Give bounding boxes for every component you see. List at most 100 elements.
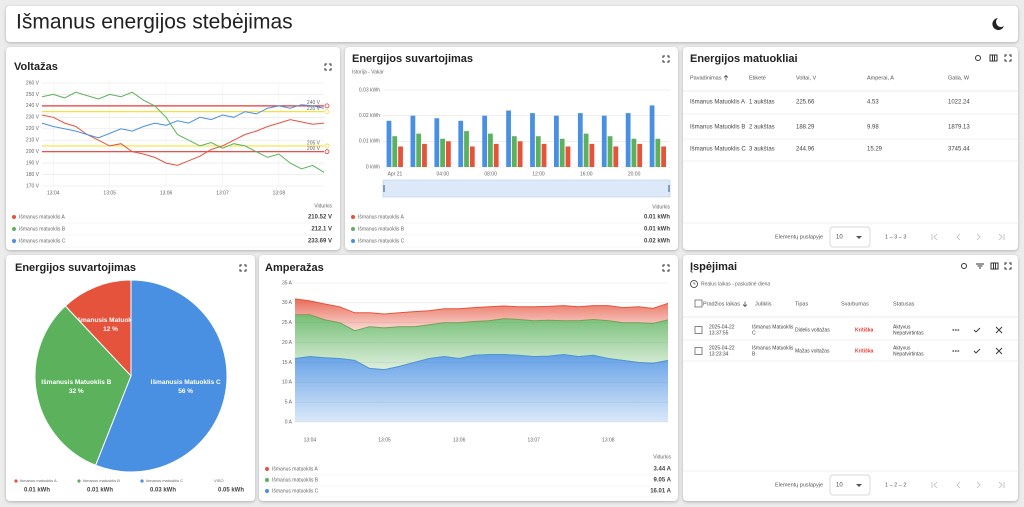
fullscreen-button[interactable] — [1004, 262, 1012, 270]
slice-label: Išmanusis Matuoklis B — [41, 379, 111, 386]
legend-label: Išmanus matuoklis A — [272, 466, 319, 472]
header-bar: Išmanus energijos stebėjimas — [6, 6, 1018, 42]
table-cell: 1 aukštas — [749, 100, 775, 106]
card-canvas: Energijos matuokliai Pavadinimas Etiketė Vo… — [683, 53, 1018, 248]
page-range: 1 – 3 – 3 — [885, 234, 906, 240]
fullscreen-button[interactable] — [662, 264, 670, 272]
column-header: Tipas — [795, 301, 808, 307]
table-cell: Išmanus Matuoklis — [752, 345, 794, 351]
pager-button[interactable] — [931, 481, 938, 489]
chart-subtitle: Istorija - Vakar — [352, 69, 384, 75]
pie-slice — [34, 305, 132, 466]
column-header: Amperai, A — [867, 75, 894, 81]
slice-value: 12 % — [103, 326, 118, 333]
series-line — [41, 104, 325, 139]
legend-swatch — [351, 215, 355, 219]
legend-swatch — [12, 227, 16, 231]
pager-button[interactable] — [976, 481, 981, 489]
table-cell: Išmanus Matuoklis C — [690, 147, 746, 153]
legend-label: Išmanus matuoklis B — [83, 478, 120, 483]
y-tick-label: 25 A — [282, 320, 293, 326]
page-size-select[interactable] — [829, 474, 871, 496]
slice-label: Išmanusis Matuoklis A — [76, 317, 146, 324]
current-card: Amperažas 0 A 5 A 10 A 15 A 20 A 25 A 30 A 35 A 1… — [259, 255, 678, 501]
legend-average: 233.69 V — [308, 239, 332, 245]
threshold-label: 205 V — [307, 140, 321, 146]
y-tick-label: 0.02 kWh — [359, 113, 380, 119]
y-tick-label: 210 V — [26, 138, 40, 144]
page-size-value: 10 — [836, 483, 843, 489]
page-size-select[interactable] — [829, 226, 871, 248]
sort-arrow — [723, 75, 729, 81]
bar — [464, 131, 469, 167]
column-header: Pradžios laikas — [703, 301, 740, 307]
x-tick-label: 13:08 — [602, 437, 615, 443]
threshold-marker — [324, 149, 330, 155]
y-tick-label: 240 V — [26, 103, 40, 109]
chart-title: Voltažas — [14, 61, 58, 73]
select-arrow — [856, 236, 862, 239]
x-tick-label: 12:00 — [532, 171, 545, 177]
series-line — [41, 91, 325, 173]
row-checkbox[interactable] — [694, 326, 703, 334]
range-navigator[interactable] — [382, 179, 671, 198]
bar — [506, 110, 511, 167]
y-tick-label: 260 V — [26, 80, 40, 86]
y-tick-label: 230 V — [26, 115, 40, 121]
legend-swatch — [265, 489, 269, 493]
bar — [511, 136, 517, 167]
bar — [493, 143, 499, 167]
sort-arrow — [742, 301, 748, 307]
search-icon[interactable] — [961, 263, 967, 269]
pager-button[interactable] — [998, 481, 1005, 489]
pager-button[interactable] — [956, 233, 961, 241]
theme-toggle[interactable] — [992, 18, 1004, 30]
columns-icon[interactable] — [989, 54, 998, 62]
columns-icon[interactable] — [990, 262, 999, 270]
bar — [541, 143, 547, 167]
table-cell: C — [752, 330, 756, 336]
table-cell: 13:37:55 — [709, 330, 729, 336]
fullscreen-button[interactable] — [662, 55, 670, 63]
alerts-title: Įspėjimai — [690, 261, 737, 273]
pager-button[interactable] — [956, 481, 961, 489]
filter-icon[interactable] — [976, 263, 984, 269]
column-header: Etiketė — [749, 75, 766, 81]
fullscreen-button[interactable] — [324, 63, 332, 71]
acknowledge-button[interactable] — [973, 348, 981, 354]
y-tick-label: 0 A — [285, 419, 293, 425]
area-top-line — [295, 314, 669, 332]
dismiss-button[interactable] — [995, 347, 1003, 355]
search-icon[interactable] — [975, 55, 981, 61]
bar — [613, 146, 619, 167]
y-tick-label: 200 V — [26, 149, 40, 155]
x-tick-label: 13:07 — [527, 437, 540, 443]
table-cell: Kritiška — [855, 348, 874, 354]
pager-button[interactable] — [931, 233, 938, 241]
page-range: 1 – 2 – 2 — [885, 482, 906, 488]
legend-value: 0.05 kWh — [218, 488, 244, 494]
area-top-line — [294, 298, 669, 315]
pager-button[interactable] — [976, 233, 981, 241]
x-tick-label: 13:04 — [304, 437, 317, 443]
card-canvas: Energijos suvartojimas Išmanusis Matuokli… — [14, 262, 247, 494]
row-checkbox[interactable] — [694, 347, 703, 355]
fullscreen-button[interactable] — [1004, 54, 1012, 62]
fullscreen-button[interactable] — [239, 264, 247, 272]
bar — [517, 141, 523, 167]
table-cell: Nepatvirtintas — [893, 330, 924, 336]
x-tick-label: 20:00 — [628, 171, 641, 177]
card-canvas: Įspėjimai Realus laikas - paskutinė diena… — [683, 261, 1018, 496]
x-tick-label: 16:00 — [580, 171, 593, 177]
acknowledge-button[interactable] — [973, 327, 981, 333]
dismiss-button[interactable] — [995, 326, 1003, 334]
select-all-checkbox[interactable] — [694, 299, 703, 308]
chart-title: Amperažas — [265, 262, 324, 274]
legend-label: Išmanus matuoklis C — [272, 488, 319, 494]
pager-button[interactable] — [998, 233, 1005, 241]
legend-label: Išmanus matuoklis B — [272, 477, 319, 483]
energy-bar-card: Energijos suvartojimas 0 kWh 0.01 kWh 0.02 … — [345, 47, 678, 250]
table-cell: Išmanus Matuoklis B — [690, 125, 745, 131]
x-tick-label: 04:00 — [437, 171, 450, 177]
